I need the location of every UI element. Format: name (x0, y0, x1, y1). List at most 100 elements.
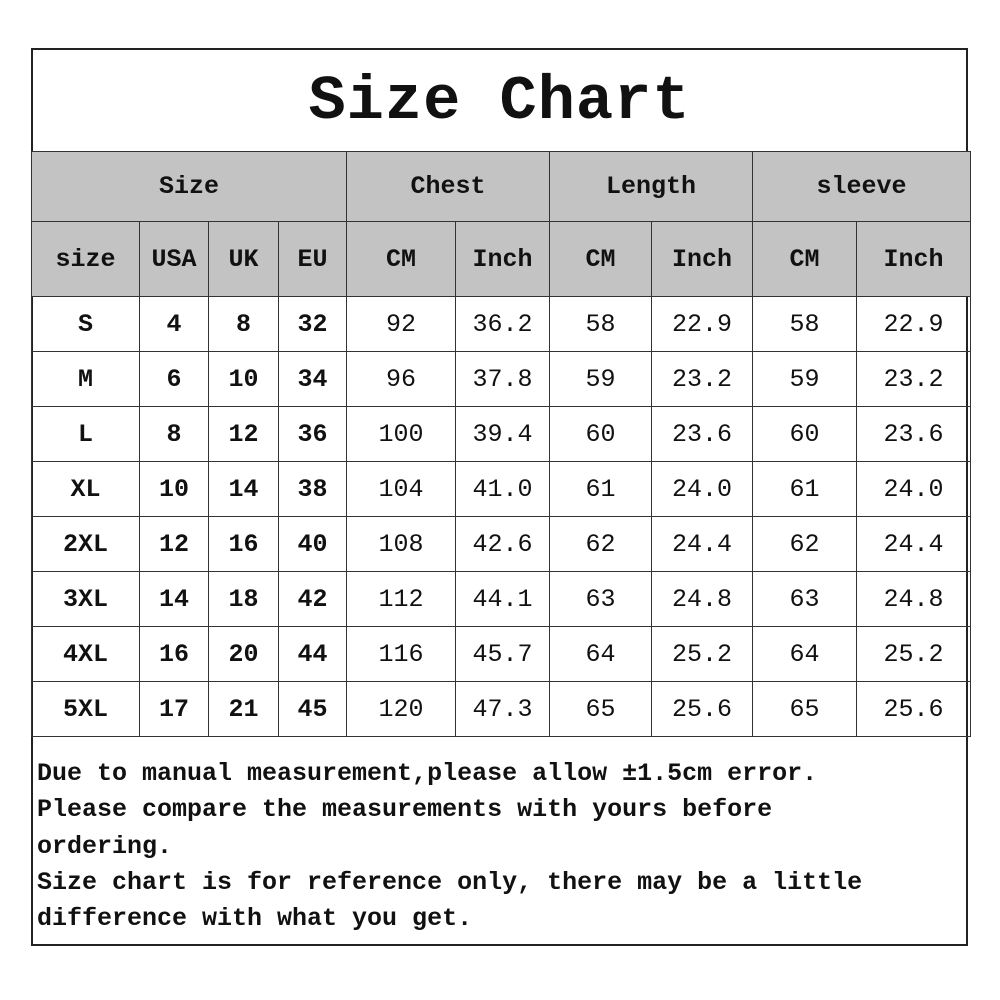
table-cell: 12 (139, 516, 209, 572)
table-cell: 25.2 (651, 626, 754, 682)
table-cell: 40 (277, 516, 348, 572)
table-cell: 36 (277, 406, 348, 462)
table-row: 5XL 17 21 45 120 47.3 65 25.6 65 25.6 (31, 681, 972, 737)
table-cell: 24.0 (856, 461, 972, 517)
table-cell: 24.8 (651, 571, 754, 627)
table-cell: 100 (346, 406, 457, 462)
column-header: Inch (651, 221, 754, 297)
table-cell: 96 (346, 351, 457, 407)
table-cell: 32 (277, 296, 348, 352)
table-cell: 2XL (31, 516, 140, 572)
table-cell: 14 (139, 571, 209, 627)
table-cell: 63 (752, 571, 858, 627)
table-cell: 47.3 (455, 681, 551, 737)
table-cell: 39.4 (455, 406, 551, 462)
notes: Due to manual measurement,please allow ±… (37, 756, 862, 937)
table-cell: 25.2 (856, 626, 972, 682)
table-cell: 24.4 (651, 516, 754, 572)
table-cell: 10 (208, 351, 279, 407)
table-cell: 10 (139, 461, 209, 517)
table-cell: 61 (549, 461, 653, 517)
table-cell: 59 (549, 351, 653, 407)
table-cell: 44 (277, 626, 348, 682)
column-header: size (31, 221, 140, 297)
table-cell: 23.2 (651, 351, 754, 407)
table-cell: 24.4 (856, 516, 972, 572)
note-line: Please compare the measurements with you… (37, 795, 773, 825)
table-cell: 4 (139, 296, 209, 352)
column-header: Inch (856, 221, 972, 297)
table-cell: 6 (139, 351, 209, 407)
table-cell: S (31, 296, 140, 352)
table-cell: 22.9 (856, 296, 972, 352)
group-header: sleeve (752, 151, 972, 222)
table-cell: 112 (346, 571, 457, 627)
column-header: USA (139, 221, 209, 297)
table-row: S 4 8 32 92 36.2 58 22.9 58 22.9 (31, 296, 972, 352)
table-cell: 64 (549, 626, 653, 682)
table-cell: 4XL (31, 626, 140, 682)
sub-header-row: size USA UK EU CM Inch CM Inch CM Inch (31, 221, 972, 297)
table-cell: 58 (549, 296, 653, 352)
column-header: EU (277, 221, 348, 297)
table-cell: 36.2 (455, 296, 551, 352)
note-line: Due to manual measurement,please allow ±… (37, 759, 818, 788)
group-header: Length (549, 151, 754, 222)
table-cell: 17 (139, 681, 209, 737)
table-cell: 61 (752, 461, 858, 517)
table-cell: 21 (208, 681, 279, 737)
table-cell: M (31, 351, 140, 407)
table-cell: 60 (549, 406, 653, 462)
table-cell: 23.6 (856, 406, 972, 462)
table-cell: 5XL (31, 681, 140, 737)
column-header: UK (208, 221, 279, 297)
table-cell: 37.8 (455, 351, 551, 407)
table-cell: 24.8 (856, 571, 972, 627)
table-cell: 41.0 (455, 461, 551, 517)
table-cell: 104 (346, 461, 457, 517)
column-header: CM (752, 221, 858, 297)
size-table: Size Chest Length sleeve size USA UK EU CM In… (30, 151, 972, 737)
column-header: CM (549, 221, 653, 297)
table-cell: 8 (208, 296, 279, 352)
table-cell: 16 (139, 626, 209, 682)
column-header: Inch (455, 221, 551, 297)
table-row: L 8 12 36 100 39.4 60 23.6 60 23.6 (31, 406, 972, 462)
chart-title: Size Chart (308, 65, 691, 137)
table-cell: 44.1 (455, 571, 551, 627)
table-cell: 23.2 (856, 351, 972, 407)
table-cell: 25.6 (856, 681, 972, 737)
table-cell: 34 (277, 351, 348, 407)
table-cell: 92 (346, 296, 457, 352)
table-row: M 6 10 34 96 37.8 59 23.2 59 23.2 (31, 351, 972, 407)
table-row: 4XL 16 20 44 116 45.7 64 25.2 64 25.2 (31, 626, 972, 682)
table-cell: 116 (346, 626, 457, 682)
column-header: CM (346, 221, 457, 297)
table-cell: 25.6 (651, 681, 754, 737)
table-cell: 23.6 (651, 406, 754, 462)
size-chart: Size Chart Size Chest Length sleeve size… (30, 48, 972, 946)
table-row: 3XL 14 18 42 112 44.1 63 24.8 63 24.8 (31, 571, 972, 627)
table-cell: 18 (208, 571, 279, 627)
table-row: 2XL 12 16 40 108 42.6 62 24.4 62 24.4 (31, 516, 972, 572)
table-row: XL 10 14 38 104 41.0 61 24.0 61 24.0 (31, 461, 972, 517)
group-header-row: Size Chest Length sleeve (30, 151, 972, 222)
table-cell: 3XL (31, 571, 140, 627)
table-cell: 42.6 (455, 516, 551, 572)
table-cell: 12 (208, 406, 279, 462)
table-cell: 14 (208, 461, 279, 517)
table-cell: 65 (752, 681, 858, 737)
table-cell: 59 (752, 351, 858, 407)
table-cell: 45 (277, 681, 348, 737)
group-header: Size (30, 151, 348, 222)
table-cell: 20 (208, 626, 279, 682)
table-cell: L (31, 406, 140, 462)
table-cell: 24.0 (651, 461, 754, 517)
table-cell: 45.7 (455, 626, 551, 682)
note-line: difference with what you get. (37, 904, 473, 934)
table-cell: XL (31, 461, 140, 517)
group-header: Chest (346, 151, 551, 222)
table-cell: 16 (208, 516, 279, 572)
table-cell: 42 (277, 571, 348, 627)
table-cell: 62 (549, 516, 653, 572)
